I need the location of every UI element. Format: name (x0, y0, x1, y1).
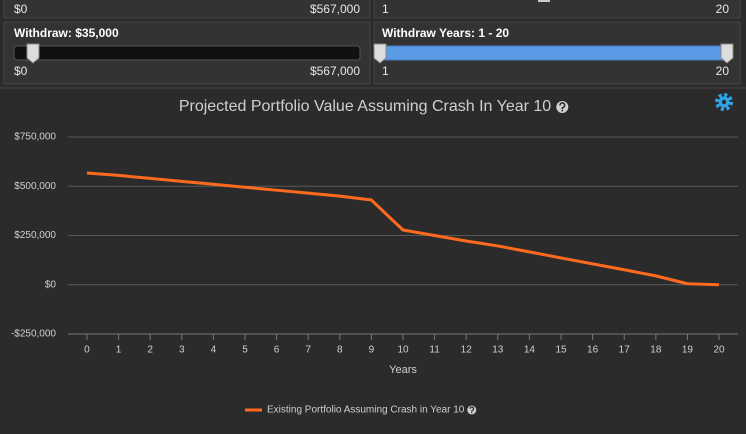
value: 1 - 20 (478, 26, 509, 40)
panel (3, 0, 371, 19)
x-tick-label: 2 (147, 345, 153, 356)
withdraw-label: Withdraw: $35,000 (14, 26, 119, 40)
x-tick-label: 14 (524, 345, 536, 356)
slider-min: $0 (14, 64, 28, 78)
slider-handle[interactable] (720, 43, 734, 64)
x-tick-label: 10 (397, 345, 409, 356)
panel (373, 0, 741, 19)
x-tick-label: 8 (337, 345, 343, 356)
help-icon[interactable] (556, 101, 569, 113)
x-tick-label: 18 (650, 345, 662, 356)
help-dot[interactable] (561, 109, 564, 112)
x-tick-label: 16 (587, 345, 599, 356)
slider-track[interactable] (13, 45, 361, 61)
legend-label[interactable]: Existing Portfolio Assuming Crash in Yea… (267, 405, 465, 416)
x-tick-label: 6 (274, 345, 280, 356)
slider-handle[interactable] (373, 43, 387, 64)
help-glyph[interactable] (559, 102, 566, 110)
y-tick-label: $750,000 (14, 132, 56, 143)
gear-teeth[interactable] (715, 93, 733, 111)
y-tick-label: $500,000 (14, 181, 56, 192)
label: Withdraw: (14, 26, 72, 40)
slider-max: $567,000 (310, 64, 360, 78)
slider-min: 1 (382, 2, 389, 16)
slider-handle[interactable] (538, 0, 550, 2)
label: Withdraw Years: (382, 26, 475, 40)
slider-max: 20 (716, 64, 730, 78)
help-dot (471, 412, 473, 414)
help-icon (467, 405, 477, 415)
slider-handle[interactable] (26, 43, 40, 64)
help-circle (467, 405, 477, 415)
settings-icon[interactable] (715, 93, 733, 111)
y-tick-label: -$250,000 (11, 329, 56, 340)
x-tick-label: 12 (461, 345, 473, 356)
x-tick-label: 0 (84, 345, 90, 356)
x-tick-label: 17 (619, 345, 631, 356)
help-glyph (469, 406, 475, 412)
value: $35,000 (75, 26, 119, 40)
x-tick-label: 20 (713, 345, 725, 356)
x-tick-label: 5 (242, 345, 248, 356)
help-circle[interactable] (556, 101, 569, 113)
slider-max: $567,000 (310, 2, 360, 16)
slider-min: 1 (382, 64, 389, 78)
slider-range[interactable] (381, 45, 729, 61)
gear-hole[interactable] (721, 99, 727, 105)
chart-title: Projected Portfolio Value Assuming Crash… (179, 98, 551, 115)
line (86, 171, 720, 287)
x-tick-label: 13 (492, 345, 504, 356)
x-tick-label: 7 (305, 345, 311, 356)
x-tick-label: 9 (369, 345, 375, 356)
y-tick-label: $250,000 (14, 230, 56, 241)
x-tick-label: 3 (179, 345, 185, 356)
years-label: Withdraw Years: 1 - 20 (382, 26, 509, 40)
y-tick-label: $0 (45, 279, 57, 290)
slider-max: 20 (716, 2, 730, 16)
slider-min: $0 (14, 2, 28, 16)
x-tick-label: 4 (211, 345, 217, 356)
x-tick-label: 11 (429, 345, 440, 356)
x-tick-label: 1 (116, 345, 122, 356)
x-tick-label: 19 (682, 345, 694, 356)
x-axis-label: Years (389, 364, 417, 376)
x-tick-label: 15 (555, 345, 567, 356)
